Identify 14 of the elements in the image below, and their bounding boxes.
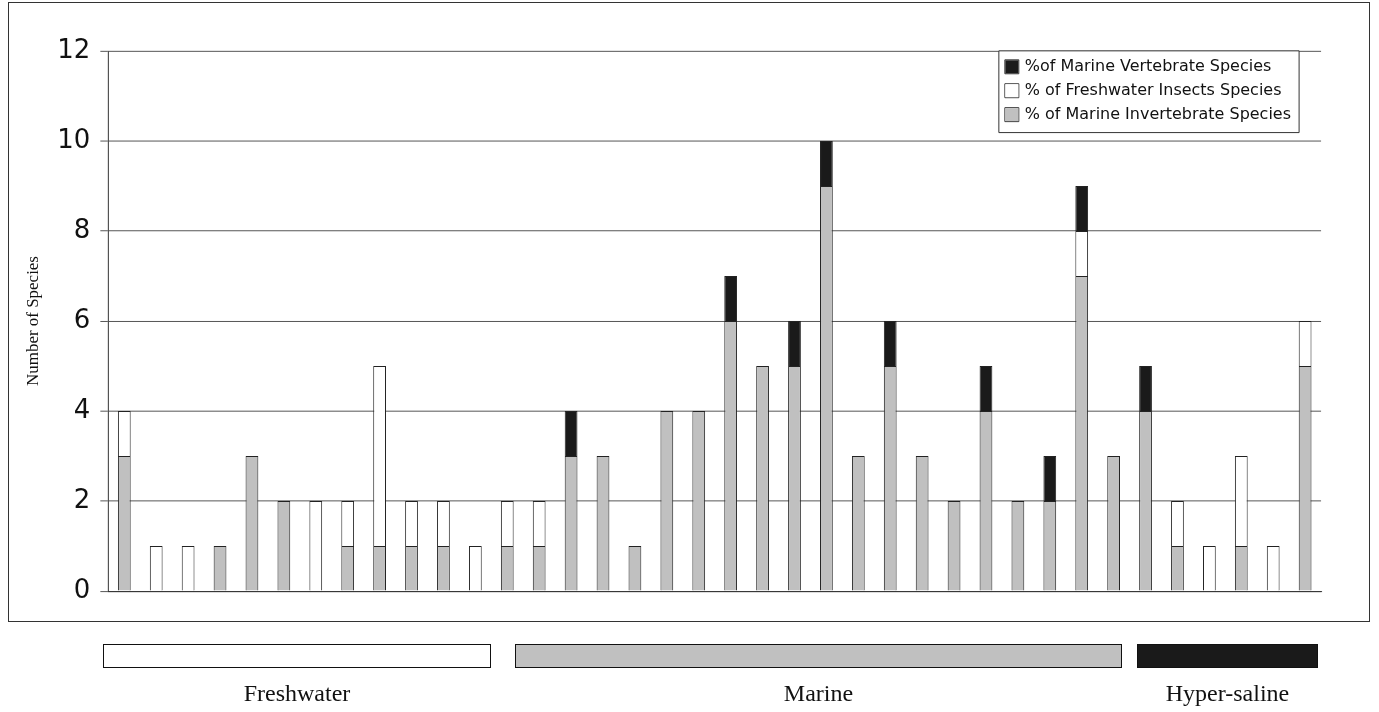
y-tick-label: 6 [73,303,91,334]
y-tick-label: 4 [73,393,91,424]
y-axis-title: Number of Species [22,256,42,386]
legend-label: %of Marine Vertebrate Species [1024,55,1272,75]
y-tick-label: 10 [57,123,91,154]
y-tick-label: 8 [73,213,91,244]
text: Marine [782,680,855,707]
y-tick-label: 2 [73,483,91,514]
legend-label: % of Marine Invertebrate Species [1024,103,1291,123]
y-tick-label: 12 [57,33,91,64]
legend-label: % of Freshwater Insects Species [1024,79,1282,99]
text: Freshwater [242,680,352,707]
y-tick-label: 0 [73,573,91,604]
text: Hyper-saline [1164,680,1291,707]
